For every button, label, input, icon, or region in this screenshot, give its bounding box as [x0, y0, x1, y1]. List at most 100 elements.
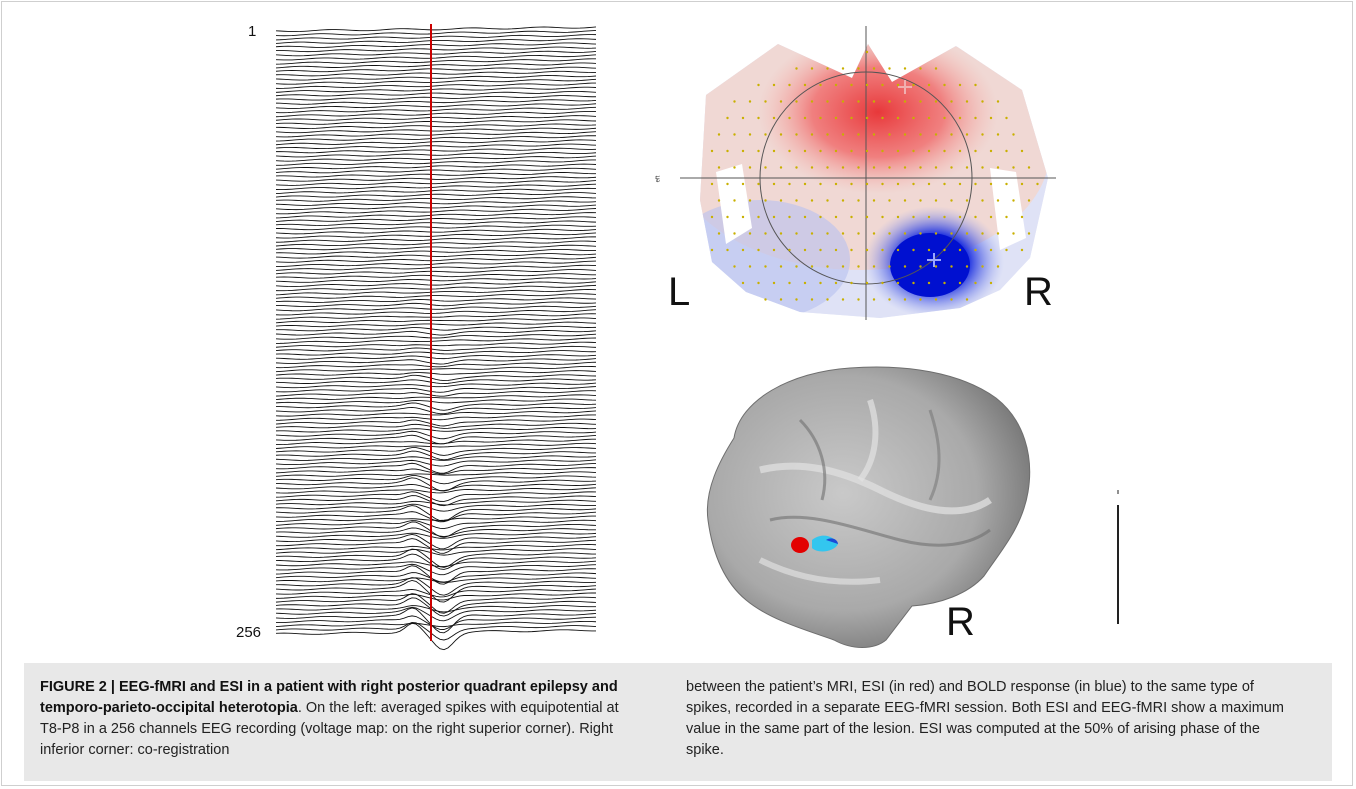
electrode-dot — [718, 166, 720, 168]
electrode-dot — [788, 249, 790, 251]
electrode-dot — [866, 249, 868, 251]
eeg-trace — [276, 342, 596, 347]
electrode-dot — [842, 166, 844, 168]
electrode-dot — [881, 117, 883, 119]
electrode-dot — [897, 84, 899, 86]
eeg-trace — [276, 606, 596, 612]
eeg-trace — [276, 67, 596, 72]
electrode-dot — [1005, 183, 1007, 185]
electrode-dot — [881, 216, 883, 218]
electrode-dot — [795, 166, 797, 168]
eeg-trace — [276, 213, 596, 218]
electrode-dot — [935, 166, 937, 168]
eeg-trace — [276, 107, 596, 112]
electrode-dot — [950, 232, 952, 234]
eeg-trace — [276, 91, 596, 96]
electrode-dot — [873, 265, 875, 267]
eeg-trace — [276, 144, 596, 149]
eeg-trace — [276, 338, 596, 343]
electrode-dot — [780, 100, 782, 102]
eeg-trace — [276, 476, 596, 484]
electrode-dot — [881, 150, 883, 152]
electrode-dot — [950, 298, 952, 300]
eeg-trace — [276, 265, 596, 270]
electrode-dot — [749, 100, 751, 102]
eeg-trace — [276, 330, 596, 335]
electrode-dot — [1021, 183, 1023, 185]
electrode-dot — [888, 67, 890, 69]
electrode-dot — [990, 150, 992, 152]
electrode-dot — [850, 282, 852, 284]
electrode-dot — [919, 67, 921, 69]
eeg-trace — [276, 439, 596, 444]
eeg-trace — [276, 100, 596, 105]
electrode-dot — [842, 298, 844, 300]
electrode-dot — [804, 84, 806, 86]
electrode-dot — [1021, 249, 1023, 251]
electrode-dot — [873, 232, 875, 234]
electrode-dot — [773, 117, 775, 119]
electrode-dot — [943, 150, 945, 152]
electrode-dot — [881, 282, 883, 284]
electrode-dot — [873, 100, 875, 102]
electrode-dot — [1005, 150, 1007, 152]
electrode-dot — [850, 117, 852, 119]
electrode-dot — [935, 199, 937, 201]
eeg-trace — [276, 237, 596, 242]
eeg-trace — [276, 407, 596, 413]
electrode-dot — [804, 249, 806, 251]
electrode-dot — [804, 117, 806, 119]
electrode-dot — [842, 67, 844, 69]
eeg-trace — [276, 322, 596, 327]
eeg-trace — [276, 83, 596, 88]
electrode-dot — [711, 183, 713, 185]
electrode-dot — [974, 249, 976, 251]
electrode-dot — [795, 298, 797, 300]
electrode-dot — [990, 117, 992, 119]
electrode-dot — [919, 166, 921, 168]
last-channel-label: 256 — [236, 624, 261, 641]
electrode-dot — [904, 199, 906, 201]
electrode-dot — [974, 150, 976, 152]
electrode-dot — [835, 84, 837, 86]
electrode-dot — [795, 232, 797, 234]
electrode-dot — [966, 265, 968, 267]
electrode-dot — [850, 84, 852, 86]
electrode-dot — [788, 150, 790, 152]
electrode-dot — [788, 282, 790, 284]
electrode-dot — [928, 183, 930, 185]
electrode-dot — [904, 100, 906, 102]
electrode-dot — [943, 84, 945, 86]
electrode-dot — [997, 265, 999, 267]
electrode-dot — [1005, 216, 1007, 218]
electrode-dot — [842, 100, 844, 102]
electrode-dot — [835, 216, 837, 218]
electrode-dot — [966, 100, 968, 102]
electrode-dot — [866, 84, 868, 86]
electrode-dot — [1012, 199, 1014, 201]
first-channel-label: 1 — [248, 23, 256, 40]
electrode-dot — [773, 282, 775, 284]
electrode-dot — [904, 298, 906, 300]
electrode-dot — [943, 117, 945, 119]
electrode-dot — [811, 232, 813, 234]
eeg-trace — [276, 589, 596, 597]
eeg-trace — [276, 140, 596, 145]
electrode-dot — [935, 298, 937, 300]
eeg-trace — [276, 184, 596, 189]
eeg-trace — [276, 55, 596, 60]
electrode-dot — [780, 166, 782, 168]
electrode-dot — [835, 117, 837, 119]
electrode-dot — [866, 117, 868, 119]
electrode-dot — [718, 133, 720, 135]
eeg-trace — [276, 221, 596, 226]
electrode-dot — [990, 183, 992, 185]
eeg-trace — [276, 35, 596, 40]
electrode-dot — [928, 216, 930, 218]
eeg-trace — [276, 520, 596, 528]
electrode-dot — [811, 199, 813, 201]
electrode-dot — [1012, 133, 1014, 135]
electrode-dot — [819, 84, 821, 86]
electrode-dot — [928, 84, 930, 86]
electrode-dot — [904, 166, 906, 168]
